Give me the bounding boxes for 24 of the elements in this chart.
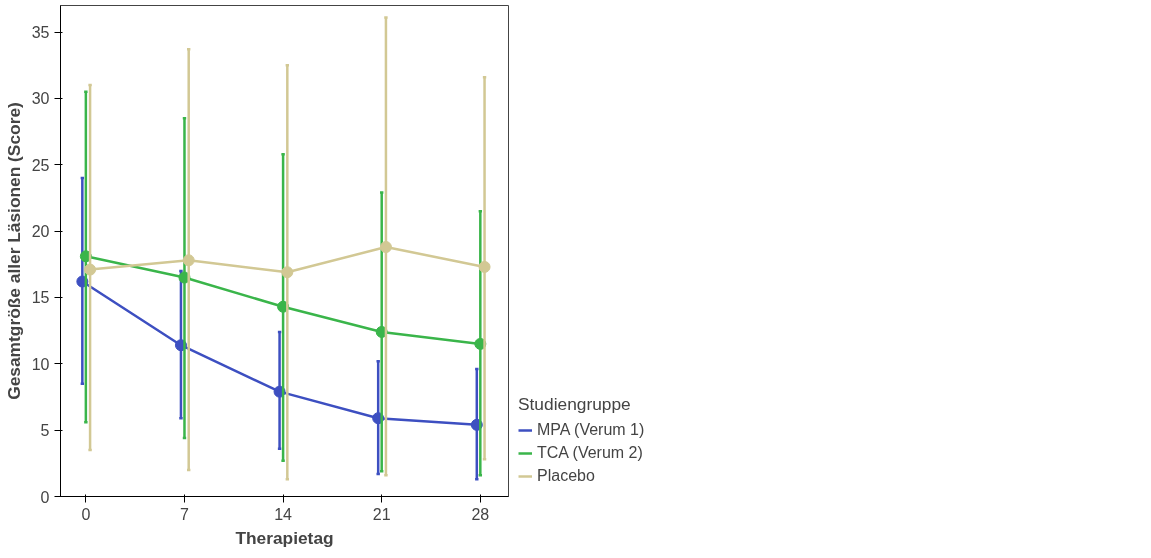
point — [84, 263, 97, 276]
y-tick-label: 5 — [40, 422, 50, 440]
x-tick-label: 0 — [81, 505, 91, 523]
x-axis-title: Therapietag — [235, 527, 334, 548]
point — [478, 260, 491, 273]
y-tick-label: 35 — [31, 24, 50, 42]
y-tick-label: 15 — [31, 289, 50, 307]
x-tick-label: 14 — [274, 505, 293, 523]
y-tick-label: 25 — [31, 156, 50, 174]
y-axis-title: Gesamtgröße aller Läsionen (Score) — [3, 102, 24, 400]
legend-title: Studiengruppe — [518, 394, 632, 415]
legend-label: TCA (Verum 2) — [537, 444, 643, 462]
y-tick-label: 0 — [40, 488, 50, 506]
point — [281, 266, 294, 279]
point — [379, 241, 392, 254]
y-tick-label: 20 — [31, 223, 50, 241]
x-tick-label: 7 — [180, 505, 190, 523]
y-tick-label: 10 — [31, 355, 50, 373]
x-tick-label: 21 — [372, 505, 391, 523]
x-tick-label: 28 — [471, 505, 490, 523]
point — [182, 254, 195, 267]
legend-label: Placebo — [537, 467, 595, 485]
legend-label: MPA (Verum 1) — [537, 421, 645, 439]
y-tick-label: 30 — [31, 90, 50, 108]
